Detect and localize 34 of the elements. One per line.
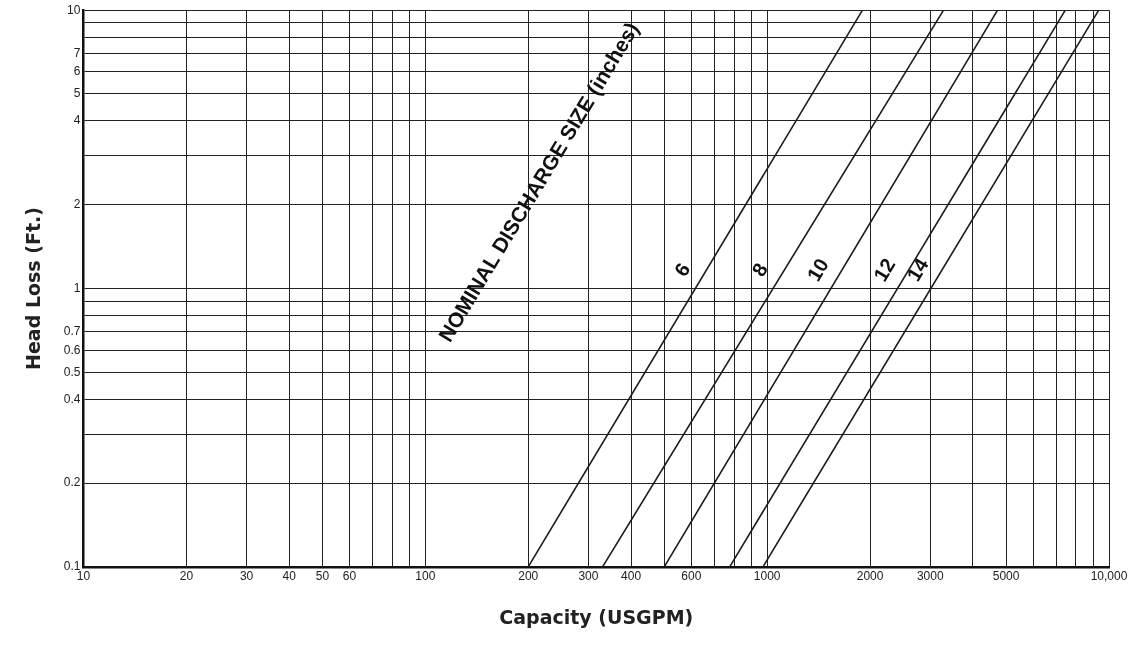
y-tick-label: 0.4 bbox=[63, 391, 81, 406]
y-tick-label: 1 bbox=[73, 280, 81, 295]
text: 8 bbox=[747, 259, 773, 281]
y-tick-label: 10 bbox=[67, 2, 81, 17]
x-tick-label: 20 bbox=[179, 569, 194, 584]
y-tick-label: 0.6 bbox=[63, 342, 81, 357]
x-tick-label: 10,000 bbox=[1090, 569, 1128, 584]
y-tick-label: 2 bbox=[73, 197, 81, 212]
x-tick-label: 3000 bbox=[916, 569, 944, 584]
x-tick-label: 30 bbox=[239, 569, 254, 584]
x-tick-label: 40 bbox=[282, 569, 297, 584]
y-tick-label: 0.5 bbox=[63, 364, 81, 379]
x-tick-label: 400 bbox=[621, 569, 642, 584]
y-tick-label: 7 bbox=[73, 45, 81, 60]
y-tick-label: 4 bbox=[73, 113, 81, 128]
x-tick-label: 2000 bbox=[856, 569, 884, 584]
y-axis-title: Head Loss (Ft.) bbox=[22, 207, 45, 370]
x-tick-label: 100 bbox=[415, 569, 436, 584]
x-tick-label: 50 bbox=[315, 569, 330, 584]
x-tick-label: 1000 bbox=[753, 569, 781, 584]
y-tick-label: 0.7 bbox=[63, 323, 81, 338]
x-tick-label: 200 bbox=[518, 569, 539, 584]
text: 14 bbox=[902, 254, 933, 285]
x-axis-title: Capacity (USGPM) bbox=[499, 605, 694, 628]
y-tick-label: 0.2 bbox=[63, 475, 81, 490]
text: 6 bbox=[669, 259, 695, 281]
x-tick-label: 600 bbox=[681, 569, 702, 584]
x-tick-label: 60 bbox=[342, 569, 357, 584]
text: 12 bbox=[869, 254, 900, 285]
y-tick-label: 5 bbox=[73, 86, 81, 101]
text: 10 bbox=[802, 254, 833, 285]
x-tick-label: 300 bbox=[578, 569, 599, 584]
x-tick-label: 5000 bbox=[992, 569, 1020, 584]
y-tick-label: 6 bbox=[73, 64, 81, 79]
